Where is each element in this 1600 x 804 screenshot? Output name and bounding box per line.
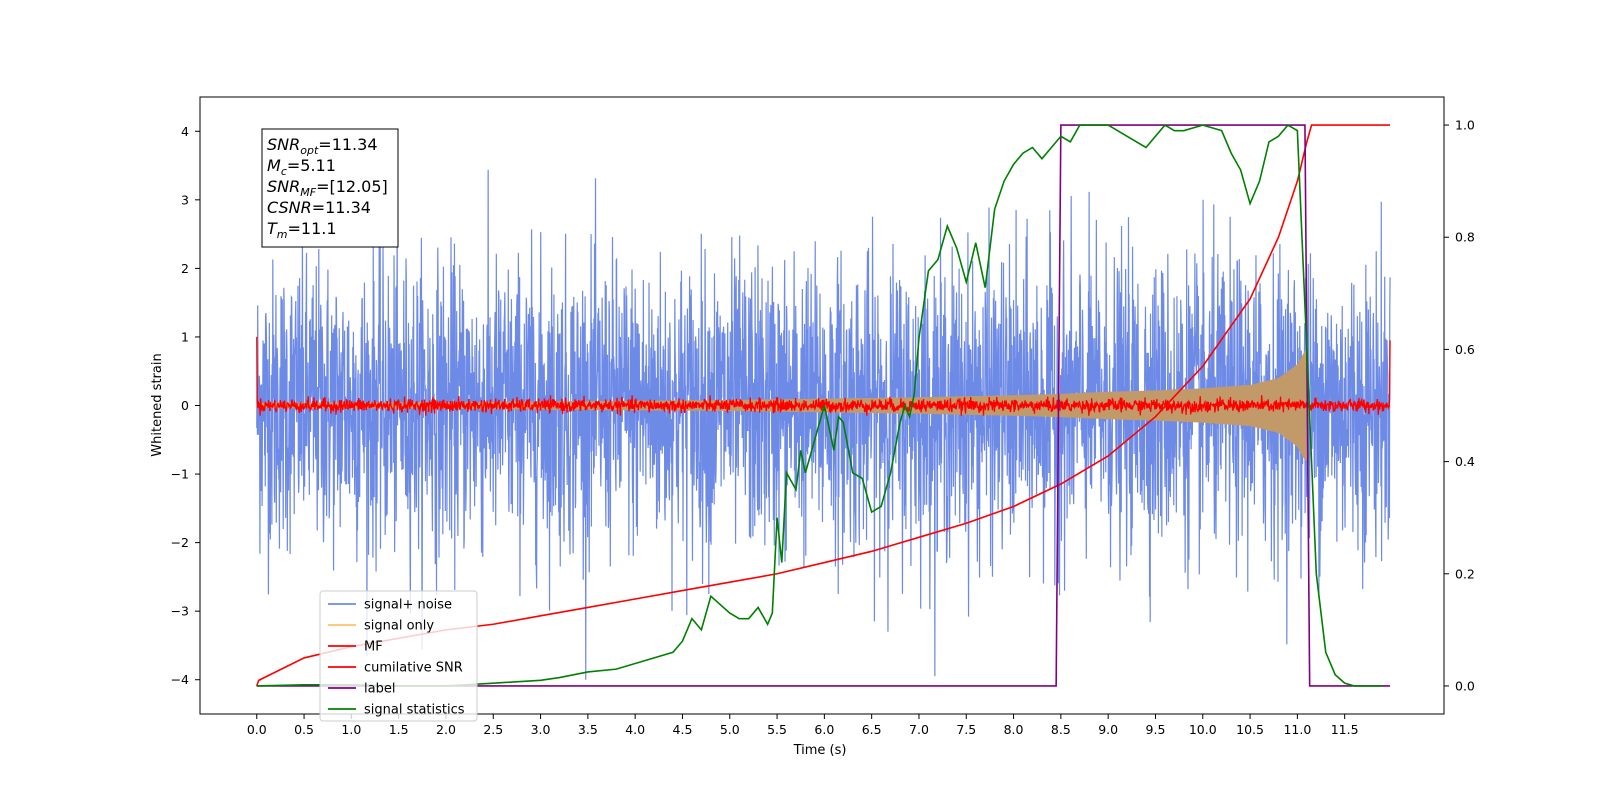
y-axis-label: Whitened strain [150,353,165,456]
x-tick-label: 9.5 [1146,722,1166,737]
y-left-tick-label: −2 [171,535,189,550]
legend-box [319,590,478,722]
x-tick-label: 1.5 [389,722,409,737]
x-tick-label: 4.0 [625,722,645,737]
y-right-tick-label: 0.0 [1455,678,1475,693]
legend-label: signal statistics [364,703,465,718]
x-tick-label: 7.5 [956,722,976,737]
x-tick-label: 3.5 [578,722,598,737]
x-tick-label: 10.0 [1189,722,1217,737]
legend-label: MF [364,640,383,655]
x-tick-label: 9.0 [1098,722,1118,737]
annotation-line: SNRMF=[12.05] [267,177,388,199]
y-left-tick-label: 4 [181,124,189,139]
y-left-tick-label: 0 [181,398,189,413]
x-tick-label: 0.0 [247,722,267,737]
y-right-tick-label: 0.2 [1455,566,1475,581]
series-signal-statistics [256,124,1383,687]
legend-label: signal+ noise [364,598,452,613]
x-tick-label: 8.5 [1051,722,1071,737]
annotation-line: Tm=11.1 [267,219,337,241]
x-tick-label: 11.0 [1283,722,1311,737]
series-mf [256,336,1391,416]
x-tick-label: 4.5 [673,722,693,737]
annotation-line: SNRopt=11.34 [267,135,378,157]
legend-label: signal only [364,619,434,634]
x-tick-label: 7.0 [909,722,929,737]
legend-label: label [364,682,395,697]
y-right-tick-label: 0.4 [1455,454,1475,469]
x-tick-label: 3.0 [531,722,551,737]
annotation-line: Mc=5.11 [267,156,336,178]
x-tick-label: 6.5 [862,722,882,737]
y-right-tick-label: 1.0 [1455,118,1475,133]
y-left-tick-label: 1 [181,329,189,344]
x-tick-label: 2.0 [436,722,456,737]
x-tick-label: 6.0 [814,722,834,737]
legend-label: cumilative SNR [364,661,463,676]
x-axis-label: Time (s) [793,743,847,758]
y-left-tick-label: −1 [171,467,189,482]
annotation-box [261,128,399,248]
x-tick-label: 8.0 [1004,722,1024,737]
x-tick-label: 0.5 [294,722,314,737]
annotation-line: CSNR=11.34 [267,198,371,217]
series-label [256,124,1391,687]
y-left-tick-label: 3 [181,192,189,207]
y-left-tick-label: 2 [181,261,189,276]
x-tick-label: 5.0 [720,722,740,737]
y-left-tick-label: −3 [171,604,189,619]
x-tick-label: 1.0 [341,722,361,737]
y-right-tick-label: 0.8 [1455,230,1475,245]
y-left-tick-label: −4 [171,672,189,687]
x-tick-label: 2.5 [483,722,503,737]
x-tick-label: 10.5 [1236,722,1264,737]
y-right-tick-label: 0.6 [1455,342,1475,357]
x-tick-label: 5.5 [767,722,787,737]
x-tick-label: 11.5 [1331,722,1359,737]
series-signal-noise [256,169,1391,680]
